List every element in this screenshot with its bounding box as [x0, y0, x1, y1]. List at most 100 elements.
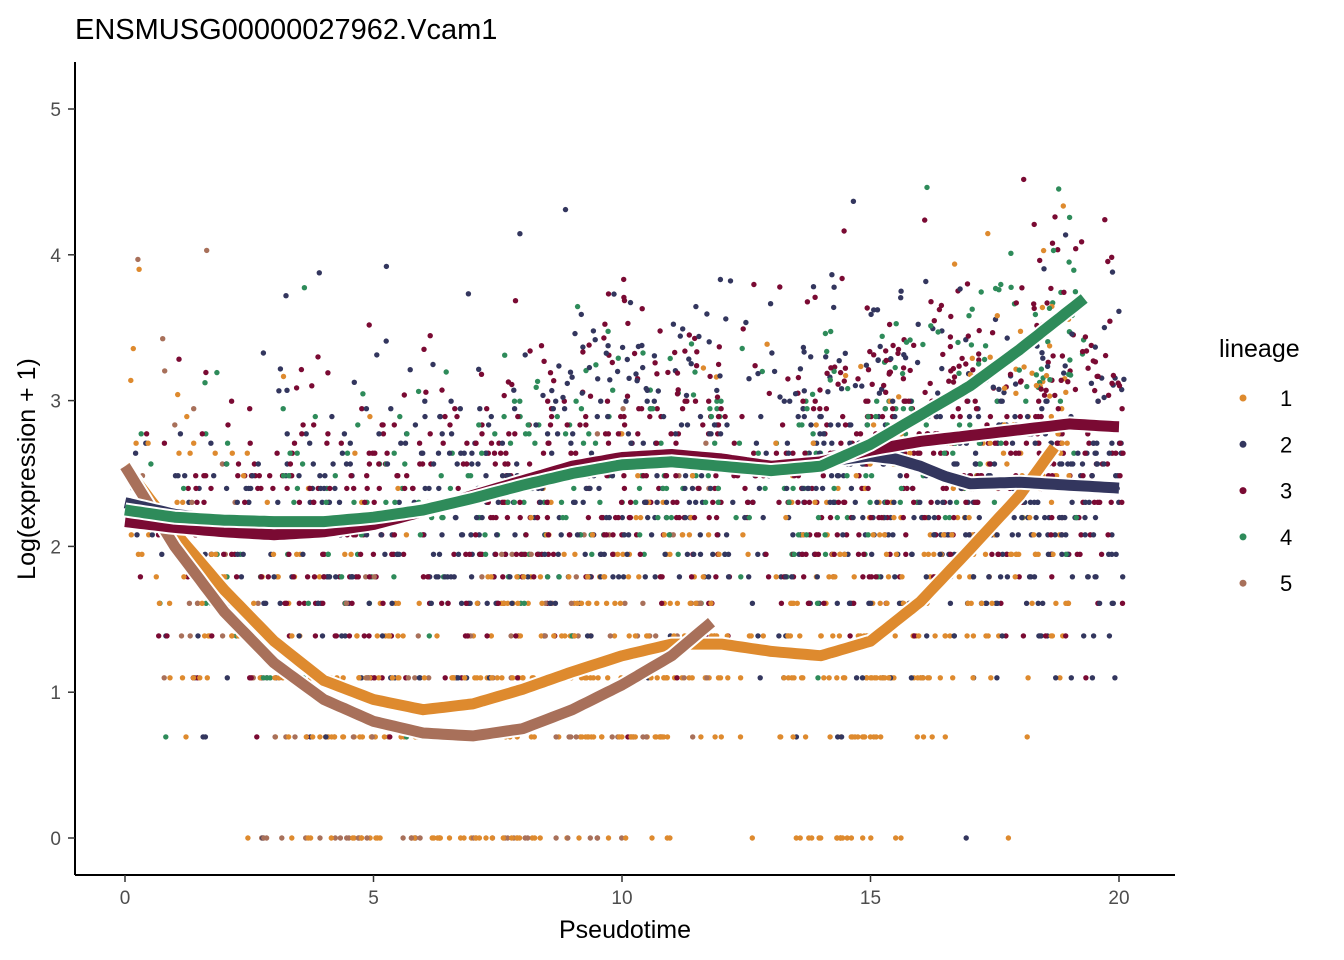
data-point-lineage-3	[963, 361, 969, 367]
data-point-lineage-3	[621, 473, 627, 479]
data-point-lineage-1	[1032, 551, 1039, 557]
data-point-lineage-2	[296, 633, 302, 639]
data-point-lineage-2	[234, 499, 240, 505]
data-point-lineage-2	[211, 473, 217, 479]
data-point-lineage-2	[1092, 344, 1099, 350]
data-point-lineage-1	[848, 734, 854, 740]
data-point-lineage-2	[378, 532, 384, 538]
data-point-lineage-3	[258, 574, 265, 580]
data-point-lineage-3	[296, 600, 302, 606]
data-point-lineage-1	[357, 734, 363, 740]
data-point-lineage-3	[587, 393, 594, 399]
data-point-lineage-3	[1037, 257, 1043, 264]
data-point-lineage-2	[224, 675, 230, 681]
data-point-lineage-2	[442, 574, 448, 580]
data-point-lineage-3	[831, 551, 837, 557]
data-point-lineage-2	[568, 440, 574, 446]
data-point-lineage-4	[521, 499, 527, 505]
data-point-lineage-2	[947, 499, 953, 505]
data-point-lineage-4	[180, 485, 187, 492]
data-point-lineage-2	[396, 551, 402, 557]
data-point-lineage-3	[156, 633, 162, 639]
data-point-lineage-3	[371, 675, 377, 681]
data-point-lineage-4	[417, 532, 424, 538]
data-point-lineage-2	[693, 303, 699, 310]
data-point-lineage-3	[842, 422, 849, 428]
data-point-lineage-2	[317, 473, 323, 479]
data-point-lineage-2	[682, 485, 688, 492]
data-point-lineage-2	[347, 440, 353, 446]
data-point-lineage-2	[875, 357, 881, 364]
data-point-lineage-2	[823, 354, 829, 360]
data-point-lineage-3	[682, 398, 688, 404]
data-point-lineage-3	[371, 499, 377, 505]
data-point-lineage-3	[722, 413, 728, 420]
data-point-lineage-1	[956, 574, 962, 580]
data-point-lineage-4	[641, 551, 647, 557]
data-point-lineage-2	[488, 413, 494, 420]
data-point-lineage-4	[844, 473, 850, 479]
data-point-lineage-1	[987, 440, 993, 446]
data-point-lineage-4	[511, 499, 518, 505]
data-point-lineage-1	[914, 734, 920, 740]
data-point-lineage-4	[1024, 383, 1030, 390]
data-point-lineage-3	[1058, 377, 1064, 383]
data-point-lineage-3	[1109, 380, 1115, 386]
data-point-lineage-2	[963, 532, 969, 538]
data-point-lineage-2	[628, 440, 634, 446]
data-point-lineage-3	[957, 413, 963, 420]
data-point-lineage-3	[970, 367, 976, 373]
data-point-lineage-3	[959, 355, 965, 362]
data-point-lineage-2	[654, 473, 660, 479]
data-point-lineage-1	[686, 532, 693, 538]
data-point-lineage-2	[339, 450, 346, 456]
data-point-lineage-4	[968, 342, 975, 348]
data-point-lineage-2	[838, 734, 845, 740]
data-point-lineage-2	[1015, 532, 1021, 538]
data-point-lineage-3	[927, 380, 933, 387]
data-point-lineage-3	[911, 342, 917, 348]
data-point-lineage-4	[224, 461, 230, 467]
data-point-lineage-3	[547, 422, 554, 428]
data-point-lineage-2	[307, 440, 313, 446]
data-point-lineage-3	[834, 532, 840, 538]
data-point-lineage-2	[934, 499, 941, 505]
data-point-lineage-4	[517, 398, 523, 404]
data-point-lineage-2	[550, 406, 556, 412]
data-point-lineage-5	[292, 734, 298, 740]
data-point-lineage-1	[979, 600, 985, 606]
data-point-lineage-4	[908, 406, 914, 412]
data-point-lineage-3	[370, 551, 377, 557]
data-point-lineage-4	[845, 385, 851, 392]
data-point-lineage-3	[143, 431, 150, 437]
data-point-lineage-1	[718, 734, 724, 740]
data-point-lineage-4	[786, 499, 792, 505]
data-point-lineage-2	[662, 551, 668, 557]
data-point-lineage-3	[221, 551, 227, 557]
data-point-lineage-3	[509, 381, 515, 388]
data-point-lineage-3	[815, 532, 822, 538]
data-point-lineage-2	[435, 450, 442, 456]
data-point-lineage-3	[580, 349, 586, 355]
data-point-lineage-2	[326, 574, 333, 580]
data-point-lineage-1	[925, 551, 932, 557]
data-point-lineage-3	[1035, 413, 1042, 420]
data-point-lineage-3	[203, 369, 209, 376]
data-point-lineage-2	[800, 485, 806, 492]
data-point-lineage-2	[388, 406, 394, 412]
data-point-lineage-2	[819, 485, 826, 492]
data-point-lineage-2	[1085, 574, 1091, 580]
data-point-lineage-2	[784, 440, 791, 446]
data-point-lineage-2	[172, 473, 179, 479]
data-point-lineage-5	[479, 574, 485, 580]
data-point-lineage-4	[1023, 398, 1029, 404]
data-point-lineage-2	[707, 485, 714, 492]
smooth-curve-lineage-4	[124, 294, 1088, 528]
data-point-lineage-2	[277, 366, 284, 372]
data-point-lineage-2	[923, 574, 929, 580]
data-point-lineage-2	[623, 398, 629, 404]
data-point-lineage-1	[514, 574, 520, 580]
data-point-lineage-5	[369, 734, 375, 740]
data-point-lineage-2	[933, 413, 940, 420]
data-point-lineage-3	[389, 551, 395, 557]
